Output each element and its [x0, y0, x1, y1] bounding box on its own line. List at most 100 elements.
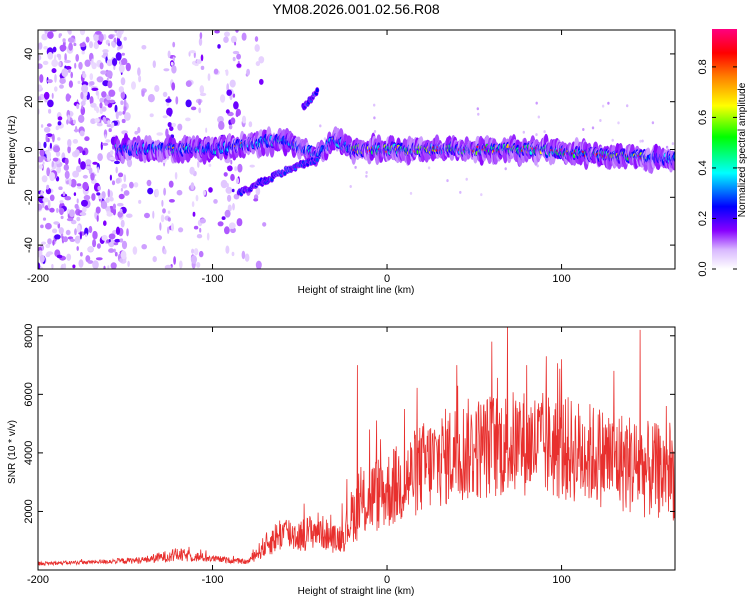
spectral-cell [115, 226, 121, 235]
spectral-cell [38, 203, 43, 211]
spectral-cell [536, 164, 539, 168]
spectral-cell [83, 194, 91, 201]
spectral-cell [476, 107, 479, 111]
spectral-cell [193, 51, 196, 59]
spectral-cell [171, 223, 174, 232]
spectral-cell [229, 79, 236, 88]
spectral-cell [45, 243, 51, 249]
spectral-cell [129, 181, 134, 189]
spectral-cell [121, 183, 128, 189]
spectral-cell [617, 121, 620, 125]
spectral-cell [85, 233, 88, 237]
spectral-cell [220, 94, 226, 103]
spectral-cell [63, 263, 67, 269]
spectral-cell [68, 42, 73, 51]
spectral-cell [39, 148, 45, 157]
colorbar-tick-label: 0.4 [697, 160, 709, 175]
spectral-cell [196, 234, 203, 239]
spectral-cell [41, 33, 48, 41]
spectral-cell [168, 180, 174, 188]
colorbar-gradient [712, 29, 737, 269]
spectral-cell [224, 209, 231, 218]
spectral-cell [196, 59, 202, 64]
spectral-cell [522, 130, 525, 134]
chart-title: YM08.2026.001.02.56.R08 [272, 1, 440, 17]
spectral-cell [193, 225, 199, 230]
spectral-cell [225, 109, 230, 114]
spectral-cell [119, 238, 124, 243]
spectral-cell [639, 139, 642, 143]
colorbar-tick-label: 0.6 [697, 110, 709, 125]
spectral-cell [79, 30, 86, 36]
spectral-cell [57, 121, 62, 126]
spectral-cell [107, 265, 110, 269]
spectral-cell [232, 93, 236, 98]
spectral-cell [170, 61, 174, 66]
spectral-cell [100, 201, 108, 209]
spectral-cell [92, 230, 98, 240]
spectral-cell [159, 222, 162, 231]
spectral-cell [74, 149, 80, 157]
x-tick-label: -100 [202, 273, 224, 285]
spectral-cell [108, 239, 111, 243]
spectral-cell [78, 157, 81, 165]
spectral-cell [54, 234, 61, 240]
spectral-cell [138, 75, 142, 83]
spectral-cell [98, 194, 103, 200]
spectral-cell [41, 156, 46, 160]
spectral-cell [105, 139, 111, 143]
spectral-cell [230, 117, 236, 125]
spectral-cell [80, 252, 83, 257]
x-tick-label: 100 [552, 273, 570, 285]
spectral-cell [107, 188, 111, 198]
spectral-cell [167, 226, 170, 234]
spectral-cell [47, 199, 51, 209]
spectral-cell [193, 248, 199, 256]
spectral-cell [65, 65, 72, 70]
spectral-cell [114, 251, 118, 257]
spectral-cell [72, 119, 76, 125]
spectral-cell [38, 250, 43, 256]
spectral-cell [101, 54, 107, 58]
spectral-cell [78, 114, 85, 124]
spectral-cell [68, 30, 72, 35]
spectral-cell [171, 122, 177, 127]
spectral-cell [132, 246, 138, 255]
spectral-cell [74, 62, 77, 69]
spectral-cell [42, 217, 47, 221]
spectral-cell [67, 139, 72, 147]
spectral-cell [46, 184, 50, 190]
spectral-cell [79, 130, 85, 137]
spectral-cell [259, 78, 264, 85]
spectral-cell [95, 257, 103, 261]
spectral-cell [84, 227, 89, 237]
spectral-cell [49, 207, 55, 213]
spectral-cell [47, 31, 54, 39]
spectral-cell [427, 166, 431, 170]
spectral-cell [254, 36, 259, 42]
spectral-cell [199, 85, 205, 94]
spectrogram-x-axis-label: Height of straight line (km) [298, 285, 415, 296]
spectral-cell [100, 70, 107, 75]
spectral-cell [51, 59, 59, 67]
spectral-cell [57, 137, 61, 141]
spectral-cell [52, 228, 58, 234]
spectral-cell [232, 56, 236, 62]
spectral-cell [43, 46, 48, 50]
spectral-cell [112, 203, 116, 210]
spectral-cell [82, 150, 86, 156]
spectral-cell [185, 99, 192, 108]
spectral-cell [58, 61, 62, 67]
spectral-cell [599, 119, 602, 122]
spectral-cell [43, 91, 50, 100]
spectral-cell [79, 212, 87, 216]
spectral-cell [217, 221, 224, 227]
spectral-cell [134, 130, 139, 135]
spectral-cell [198, 250, 204, 258]
spectral-cell [175, 96, 179, 105]
spectral-cell [106, 212, 113, 217]
spectral-cell [235, 30, 239, 33]
spectral-cell [112, 58, 118, 66]
spectral-cell [40, 224, 44, 229]
